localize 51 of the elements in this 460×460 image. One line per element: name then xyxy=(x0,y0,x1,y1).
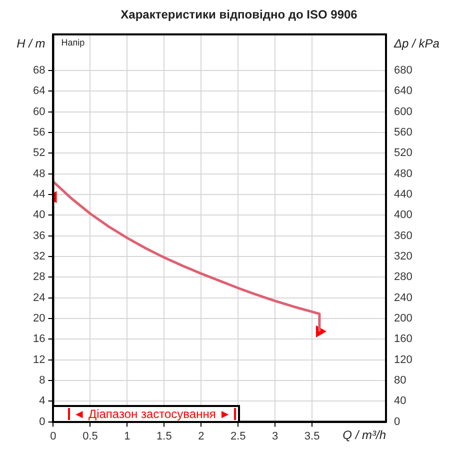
y-tick-label: 32 xyxy=(32,250,46,263)
y2-tick-label: 480 xyxy=(394,168,412,180)
y2-tick-label: 400 xyxy=(394,209,412,222)
y-tick-label: 48 xyxy=(32,168,46,180)
y-tick-label: 0 xyxy=(39,416,46,428)
annotation: ◄ Діапазон застосування ► xyxy=(68,406,236,421)
x-tick-label: 1.5 xyxy=(156,430,172,442)
y-tick-label: 20 xyxy=(32,312,46,325)
y-tick-label: 44 xyxy=(32,188,46,201)
y-tick-label: 60 xyxy=(32,106,46,118)
range-box: ◄ Діапазон застосування ► xyxy=(52,404,240,423)
y2-tick-label: 600 xyxy=(394,106,412,118)
x-tick-label: 3.5 xyxy=(304,430,320,442)
y-tick-label: 16 xyxy=(32,333,46,346)
x-tick-label: 2.5 xyxy=(230,430,246,442)
y2-tick-label: 360 xyxy=(394,230,412,242)
y-tick-label: 52 xyxy=(32,147,46,160)
y-tick-label: 36 xyxy=(32,230,46,242)
y2-tick-label: 320 xyxy=(394,250,412,263)
x-tick-label: 2 xyxy=(198,430,204,442)
x-tick-label: 0.5 xyxy=(82,430,98,442)
y-tick-label: 68 xyxy=(32,64,46,77)
x-tick-label: 3 xyxy=(272,430,278,442)
x-tick-label: 1 xyxy=(124,430,130,442)
y2-tick-label: 640 xyxy=(394,85,412,98)
y2-tick-label: 40 xyxy=(394,395,406,408)
y2-tick-label: 680 xyxy=(394,64,412,77)
annotation: Напір xyxy=(61,37,85,48)
y2-tick-label: 520 xyxy=(394,147,412,160)
y-tick-label: 28 xyxy=(32,271,46,284)
y2-tick-label: 200 xyxy=(394,312,412,325)
y-axis-title: H / m xyxy=(16,36,46,51)
y-tick-label: 56 xyxy=(32,126,46,139)
y-tick-label: 40 xyxy=(32,209,46,222)
y-tick-label: 24 xyxy=(32,292,46,304)
y-tick-label: 12 xyxy=(32,354,46,366)
y2-tick-label: 280 xyxy=(394,271,412,284)
y2-tick-label: 120 xyxy=(394,354,412,366)
chart-title: Характеристики відповідно до ISO 9906 xyxy=(120,8,358,22)
y2-tick-label: 440 xyxy=(394,188,412,201)
y2-tick-label: 160 xyxy=(394,333,412,346)
y-tick-label: 4 xyxy=(39,395,46,408)
y2-tick-label: 560 xyxy=(394,126,412,139)
y2-axis-title: Δp / kPa xyxy=(393,36,440,51)
x-tick-label: 0 xyxy=(50,430,56,442)
x-axis-title: Q / m³/h xyxy=(342,428,386,442)
y2-tick-label: 0 xyxy=(394,416,400,428)
y2-tick-label: 80 xyxy=(394,374,406,387)
y2-tick-label: 240 xyxy=(394,292,412,304)
y-tick-label: 8 xyxy=(39,374,46,387)
y-tick-label: 64 xyxy=(32,85,46,98)
